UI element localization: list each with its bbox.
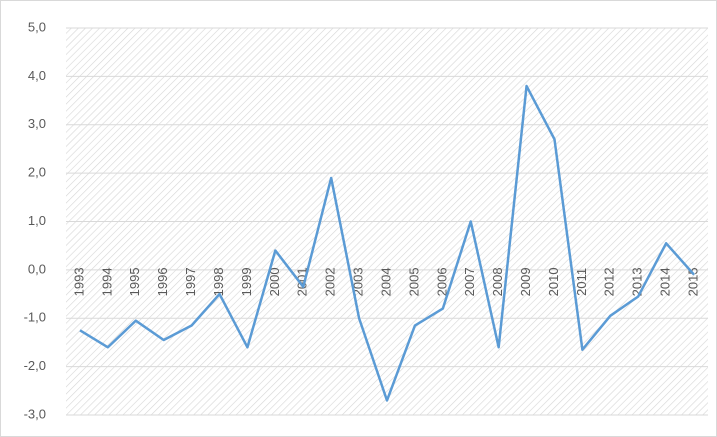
x-tick-label: 2012	[602, 267, 617, 296]
x-tick-label: 1993	[71, 267, 86, 296]
x-tick-label: 2010	[546, 267, 561, 296]
x-tick-label: 1995	[127, 267, 142, 296]
x-tick-label: 2008	[490, 267, 505, 296]
x-tick-label: 2005	[406, 267, 421, 296]
y-tick-label: 2,0	[28, 165, 46, 180]
x-tick-label: 2007	[462, 267, 477, 296]
y-tick-label: 1,0	[28, 213, 46, 228]
x-tick-label: 1999	[239, 267, 254, 296]
x-tick-label: 2015	[685, 267, 700, 296]
x-tick-label: 1994	[99, 267, 114, 296]
y-tick-label: -3,0	[24, 406, 46, 421]
x-tick-label: 2011	[574, 268, 589, 296]
x-tick-label: 2006	[434, 267, 449, 296]
y-tick-label: -1,0	[24, 310, 46, 325]
y-tick-label: 5,0	[28, 19, 46, 34]
x-tick-label: 2014	[658, 267, 673, 296]
x-tick-label: 2002	[323, 267, 338, 296]
x-tick-label: 1998	[211, 267, 226, 296]
x-tick-label: 1997	[183, 267, 198, 296]
x-tick-label: 2004	[378, 267, 393, 296]
y-tick-label: 0,0	[28, 261, 46, 276]
y-tick-label: -2,0	[24, 358, 46, 373]
x-tick-label: 2000	[267, 267, 282, 296]
x-tick-label: 2009	[518, 267, 533, 296]
data-line	[79, 84, 695, 402]
y-tick-label: 3,0	[28, 116, 46, 131]
y-tick-label: 4,0	[28, 68, 46, 83]
x-tick-label: 1996	[155, 267, 170, 296]
x-tick-label: 2013	[630, 267, 645, 296]
